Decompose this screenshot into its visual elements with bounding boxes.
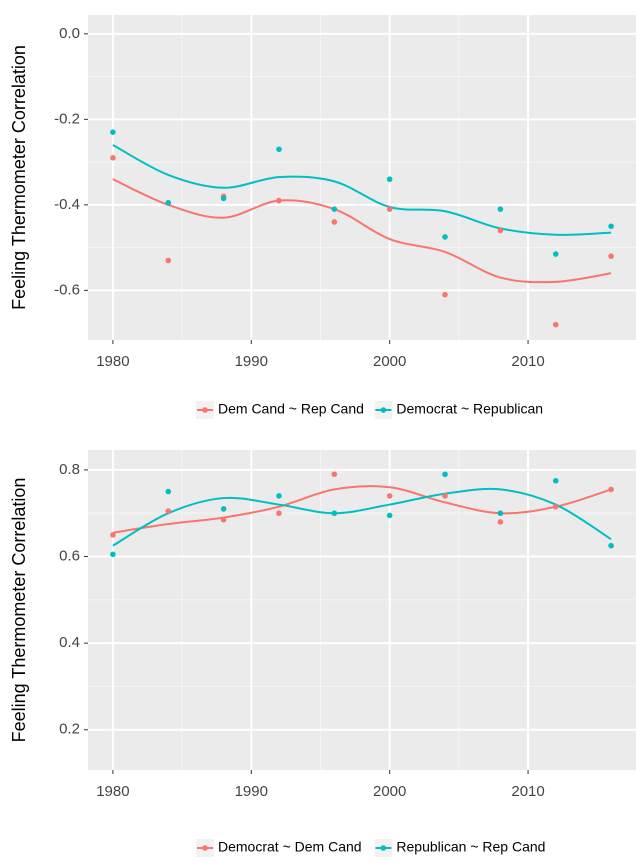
point — [165, 257, 172, 264]
point — [165, 199, 172, 206]
point — [442, 291, 448, 298]
point — [442, 234, 448, 240]
point — [552, 477, 559, 484]
point — [165, 488, 172, 495]
legend-label: Dem Cand ~ Rep Cand — [218, 401, 364, 417]
y-tick-label: 0.0 — [59, 25, 80, 42]
y-tick-label: 0.6 — [59, 547, 80, 564]
point — [386, 493, 393, 499]
point — [331, 471, 338, 478]
smooth-line — [112, 485, 612, 534]
y-tick-label: 0.2 — [59, 721, 80, 738]
point — [220, 195, 227, 202]
point — [276, 510, 282, 517]
x-tick-label: 2000 — [373, 783, 406, 800]
y-tick-label: -0.6 — [54, 281, 80, 298]
point — [110, 155, 116, 161]
point — [276, 146, 282, 153]
point — [331, 510, 338, 517]
x-tick-label: 1980 — [96, 783, 129, 800]
point — [442, 471, 448, 478]
point — [552, 503, 559, 510]
legend-key-point — [380, 407, 387, 413]
smooth-line — [112, 144, 612, 236]
point — [386, 176, 393, 183]
point — [220, 506, 227, 512]
smooth-line — [112, 178, 612, 284]
point — [497, 206, 504, 212]
x-tick-label: 2010 — [511, 783, 544, 800]
point — [331, 206, 338, 212]
x-tick-label: 1980 — [96, 353, 129, 370]
legend: Dem Cand ~ Rep Cand Democrat ~ Republican — [196, 401, 543, 419]
x-tick-label: 1990 — [235, 353, 268, 370]
point — [497, 510, 504, 517]
point — [386, 206, 393, 212]
point — [110, 551, 116, 558]
point — [608, 223, 614, 230]
point — [608, 253, 614, 259]
chart: 0.8 0.6 0.4 0.2 1980 1990 2000 2010 Feeling Ther… — [9, 450, 636, 857]
point — [497, 519, 504, 525]
y-axis-title: Feeling Thermometer Correlation — [9, 45, 29, 310]
point — [552, 251, 559, 257]
legend-label: Republican ~ Rep Cand — [396, 839, 545, 855]
plot-panel — [88, 15, 636, 340]
x-tick-label: 1990 — [235, 783, 268, 800]
point — [220, 516, 227, 523]
y-tick-label: -0.4 — [54, 196, 80, 213]
point — [165, 508, 172, 514]
x-tick-label: 2010 — [511, 353, 544, 370]
plot-panel — [88, 450, 636, 770]
point — [608, 486, 614, 493]
point — [552, 321, 559, 328]
y-tick-label: 0.8 — [59, 461, 80, 478]
legend-label: Democrat ~ Republican — [396, 401, 543, 417]
point — [331, 219, 338, 225]
chart: 0.0 -0.2 -0.4 -0.6 1980 1990 2000 2010 Feeling T… — [9, 15, 636, 419]
point — [276, 493, 282, 499]
point — [386, 512, 393, 519]
point — [497, 227, 504, 234]
y-tick-label: -0.2 — [54, 110, 80, 127]
legend-key-point — [380, 845, 387, 851]
point — [110, 532, 116, 538]
point — [442, 493, 448, 499]
smooth-line — [112, 487, 612, 547]
point — [608, 542, 614, 549]
legend-label: Democrat ~ Dem Cand — [218, 839, 362, 855]
point — [110, 129, 116, 135]
x-tick-label: 2000 — [373, 353, 406, 370]
y-tick-label: 0.4 — [59, 634, 80, 651]
y-axis-title: Feeling Thermometer Correlation — [9, 478, 29, 743]
legend-key-point — [202, 407, 208, 413]
legend-key-point — [202, 845, 208, 851]
legend: Democrat ~ Dem Cand Republican ~ Rep Cand — [196, 839, 545, 857]
point — [276, 197, 282, 204]
